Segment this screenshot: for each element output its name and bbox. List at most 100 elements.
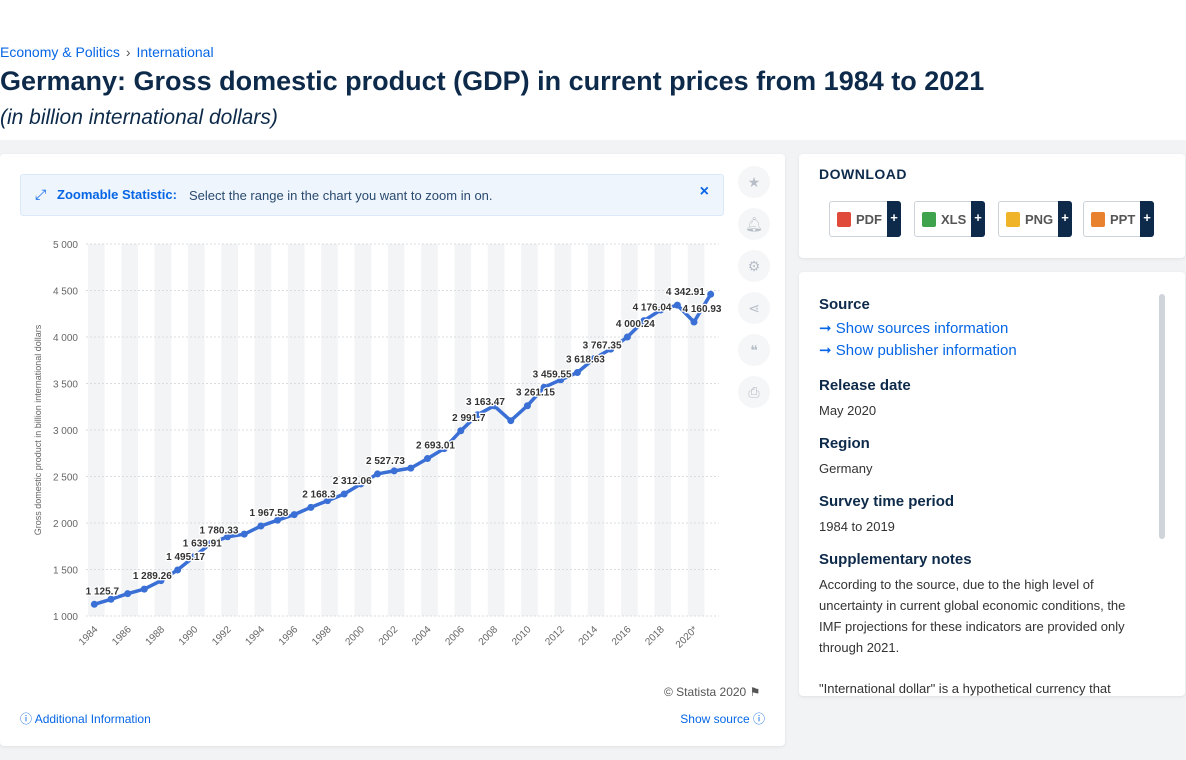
data-point bbox=[623, 333, 631, 341]
data-label: 4 176.04 bbox=[633, 303, 672, 314]
data-point bbox=[590, 355, 598, 363]
zoom-notice-text: Select the range in the chart you want t… bbox=[189, 188, 493, 203]
x-tick-label: 1998 bbox=[310, 624, 334, 648]
column-band bbox=[321, 244, 338, 616]
data-label: 1 780.33 bbox=[199, 525, 238, 536]
ppt-file-icon bbox=[1091, 212, 1105, 227]
data-point bbox=[657, 306, 665, 314]
header-area bbox=[0, 0, 1186, 140]
additional-information-link[interactable]: ⓘ Additional Information bbox=[20, 710, 151, 727]
show-sources-label: Show sources information bbox=[835, 320, 1009, 337]
column-band bbox=[521, 244, 538, 616]
data-point bbox=[507, 417, 515, 425]
data-label: 3 459.55 bbox=[533, 369, 572, 380]
page-title: Germany: Gross domestic product (GDP) in… bbox=[0, 66, 985, 96]
share-icon[interactable]: ⋖ bbox=[738, 292, 770, 324]
data-point bbox=[290, 511, 298, 519]
data-point bbox=[690, 318, 698, 326]
data-point bbox=[390, 467, 398, 475]
x-tick-label: 2000 bbox=[343, 624, 367, 648]
chart-tools: ★ 🔔︎ ⚙ ⋖ ❝ ⎙ bbox=[738, 166, 772, 418]
data-point bbox=[573, 368, 581, 376]
data-label: 2 312.06 bbox=[333, 476, 372, 487]
info-scrollbar[interactable] bbox=[1159, 294, 1165, 539]
x-tick-label: 1996 bbox=[277, 624, 301, 648]
data-point bbox=[90, 600, 98, 608]
x-tick-label: 1990 bbox=[177, 624, 201, 648]
download-pdf-button[interactable]: PDF + bbox=[829, 201, 901, 237]
data-point bbox=[540, 383, 548, 391]
arrow-right-icon: ➞ bbox=[819, 342, 832, 359]
data-label: 3 618.63 bbox=[566, 354, 605, 365]
data-label: 1 495.17 bbox=[166, 552, 205, 563]
x-tick-label: 2014 bbox=[577, 624, 601, 648]
arrow-right-icon: ➞ bbox=[819, 320, 832, 337]
download-xls-button[interactable]: XLS + bbox=[914, 201, 985, 237]
data-point bbox=[207, 539, 215, 547]
show-sources-link[interactable]: ➞ Show sources information bbox=[819, 319, 1149, 337]
data-point bbox=[224, 533, 232, 541]
data-label: 1 125.7 bbox=[86, 586, 120, 597]
data-label: 3 261.15 bbox=[516, 388, 555, 399]
data-point bbox=[240, 530, 248, 538]
download-png-label: PNG bbox=[1025, 212, 1054, 227]
data-label: 3 163.47 bbox=[466, 397, 505, 408]
data-point bbox=[457, 427, 465, 435]
close-icon[interactable]: × bbox=[699, 183, 709, 200]
x-tick-label: 2010 bbox=[510, 624, 534, 648]
show-publisher-link[interactable]: ➞ Show publisher information bbox=[819, 341, 1149, 359]
column-band bbox=[187, 244, 205, 616]
show-source-label: Show source bbox=[680, 712, 750, 726]
y-tick-label: 1 500 bbox=[53, 566, 78, 577]
breadcrumb-economy-link[interactable]: Economy & Politics bbox=[0, 44, 120, 60]
additional-information-label: Additional Information bbox=[34, 712, 151, 726]
y-tick-label: 2 500 bbox=[53, 473, 78, 484]
show-source-link[interactable]: Show source ⓘ bbox=[680, 710, 765, 727]
quote-icon[interactable]: ❝ bbox=[738, 334, 770, 366]
plus-icon: + bbox=[971, 201, 985, 237]
data-point bbox=[490, 402, 498, 410]
download-ppt-button[interactable]: PPT + bbox=[1083, 201, 1154, 237]
data-point bbox=[557, 376, 565, 384]
download-pdf-label: PDF bbox=[856, 212, 882, 227]
x-tick-label: 1984 bbox=[77, 624, 101, 648]
x-tick-label: 1988 bbox=[144, 624, 168, 648]
data-label: 4 342.91 bbox=[666, 287, 705, 298]
star-icon[interactable]: ★ bbox=[738, 166, 770, 198]
flag-icon[interactable]: ⚑ bbox=[749, 685, 761, 699]
breadcrumb-international-link[interactable]: International bbox=[136, 44, 214, 60]
bell-icon[interactable]: 🔔︎ bbox=[738, 208, 770, 240]
info-icon: ⓘ bbox=[20, 712, 33, 726]
data-point bbox=[157, 577, 165, 585]
data-point bbox=[340, 490, 348, 498]
breadcrumb: Economy & Politics › International bbox=[0, 44, 214, 60]
source-label: Source bbox=[819, 296, 870, 313]
x-tick-label: 2004 bbox=[410, 624, 434, 648]
x-tick-label: 2012 bbox=[543, 624, 567, 648]
data-point bbox=[307, 503, 315, 511]
x-tick-label: 1986 bbox=[110, 624, 134, 648]
data-point bbox=[407, 464, 415, 472]
plus-icon: + bbox=[1058, 201, 1072, 237]
data-point bbox=[124, 590, 132, 598]
release-date-label: Release date bbox=[819, 377, 911, 394]
data-label: 4 000.24 bbox=[616, 319, 655, 330]
supplementary-notes-label: Supplementary notes bbox=[819, 551, 972, 568]
data-point bbox=[357, 480, 365, 488]
print-icon[interactable]: ⎙ bbox=[738, 376, 770, 408]
data-label: 1 289.26 bbox=[133, 571, 172, 582]
y-tick-label: 4 000 bbox=[53, 333, 78, 344]
data-point bbox=[190, 552, 198, 560]
data-label: 1 967.58 bbox=[249, 508, 288, 519]
y-tick-label: 5 000 bbox=[53, 240, 78, 251]
gdp-line-chart[interactable]: 1 000 1 500 2 000 2 500 3 000 3 500 4 000 4 500… bbox=[0, 222, 730, 672]
download-png-button[interactable]: PNG + bbox=[998, 201, 1072, 237]
gear-icon[interactable]: ⚙ bbox=[738, 250, 770, 282]
y-tick-label: 2 000 bbox=[53, 519, 78, 530]
column-band bbox=[387, 244, 405, 616]
release-date-value: May 2020 bbox=[819, 403, 877, 418]
column-band bbox=[287, 244, 305, 616]
copyright-text: © Statista 2020 bbox=[664, 685, 747, 699]
y-tick-label: 3 000 bbox=[53, 426, 78, 437]
supplementary-notes-more: "International dollar" is a hypothetical… bbox=[819, 681, 1111, 696]
